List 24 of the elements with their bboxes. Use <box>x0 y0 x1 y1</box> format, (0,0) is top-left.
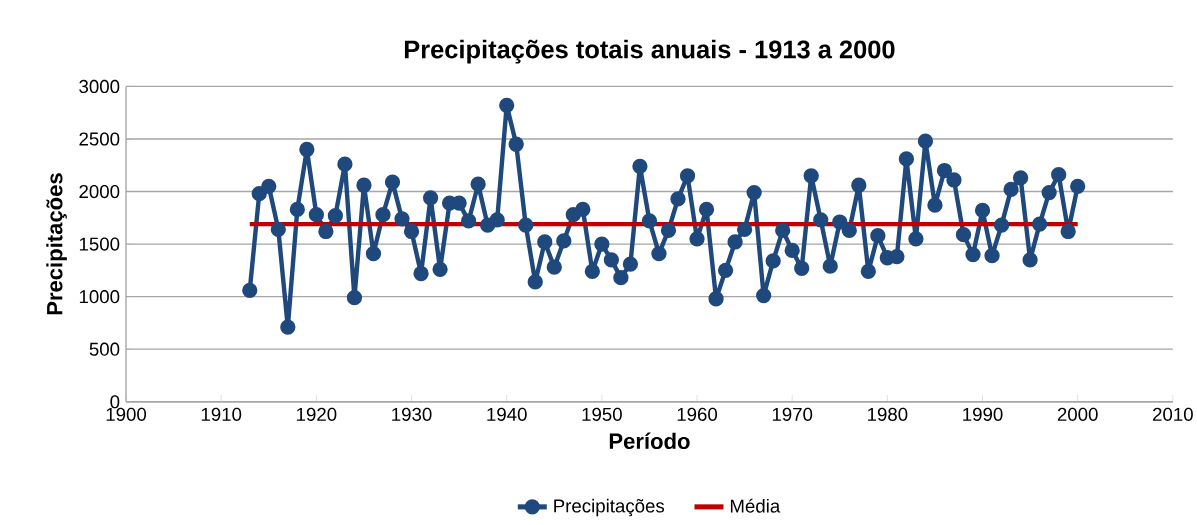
x-tick-label: 2010 <box>1153 407 1193 422</box>
x-tick-label: 2000 <box>1057 407 1098 422</box>
y-tick-label: 2500 <box>79 132 120 146</box>
y-tick-label: 3000 <box>79 79 120 94</box>
x-tick-label: 1920 <box>297 407 337 422</box>
x-tick-label: 1950 <box>582 407 622 422</box>
x-tick-label: 1910 <box>201 407 242 422</box>
y-tick-label: 1000 <box>79 290 120 304</box>
x-tick-label: 1930 <box>392 407 432 422</box>
x-tick-label: 1940 <box>487 407 527 422</box>
x-tick-label: 1980 <box>868 407 908 422</box>
x-axis-title: Período <box>609 432 690 450</box>
chart-title: Precipitações totais anuais - 1913 a 2000 <box>404 39 895 64</box>
x-tick-label: 1960 <box>677 407 718 422</box>
x-tick-label: 1990 <box>963 407 1003 422</box>
y-axis-title: Precipitações <box>46 173 67 315</box>
y-tick-label: 2000 <box>79 185 120 199</box>
y-tick-label: 0 <box>110 395 120 409</box>
y-tick-label: 500 <box>89 342 120 356</box>
legend-label: Média <box>730 498 781 513</box>
x-tick-label: 1970 <box>772 407 813 422</box>
y-tick-label: 1500 <box>79 237 120 251</box>
x-tick-label: 1900 <box>106 407 147 422</box>
legend-label: Precipitações <box>554 498 665 517</box>
